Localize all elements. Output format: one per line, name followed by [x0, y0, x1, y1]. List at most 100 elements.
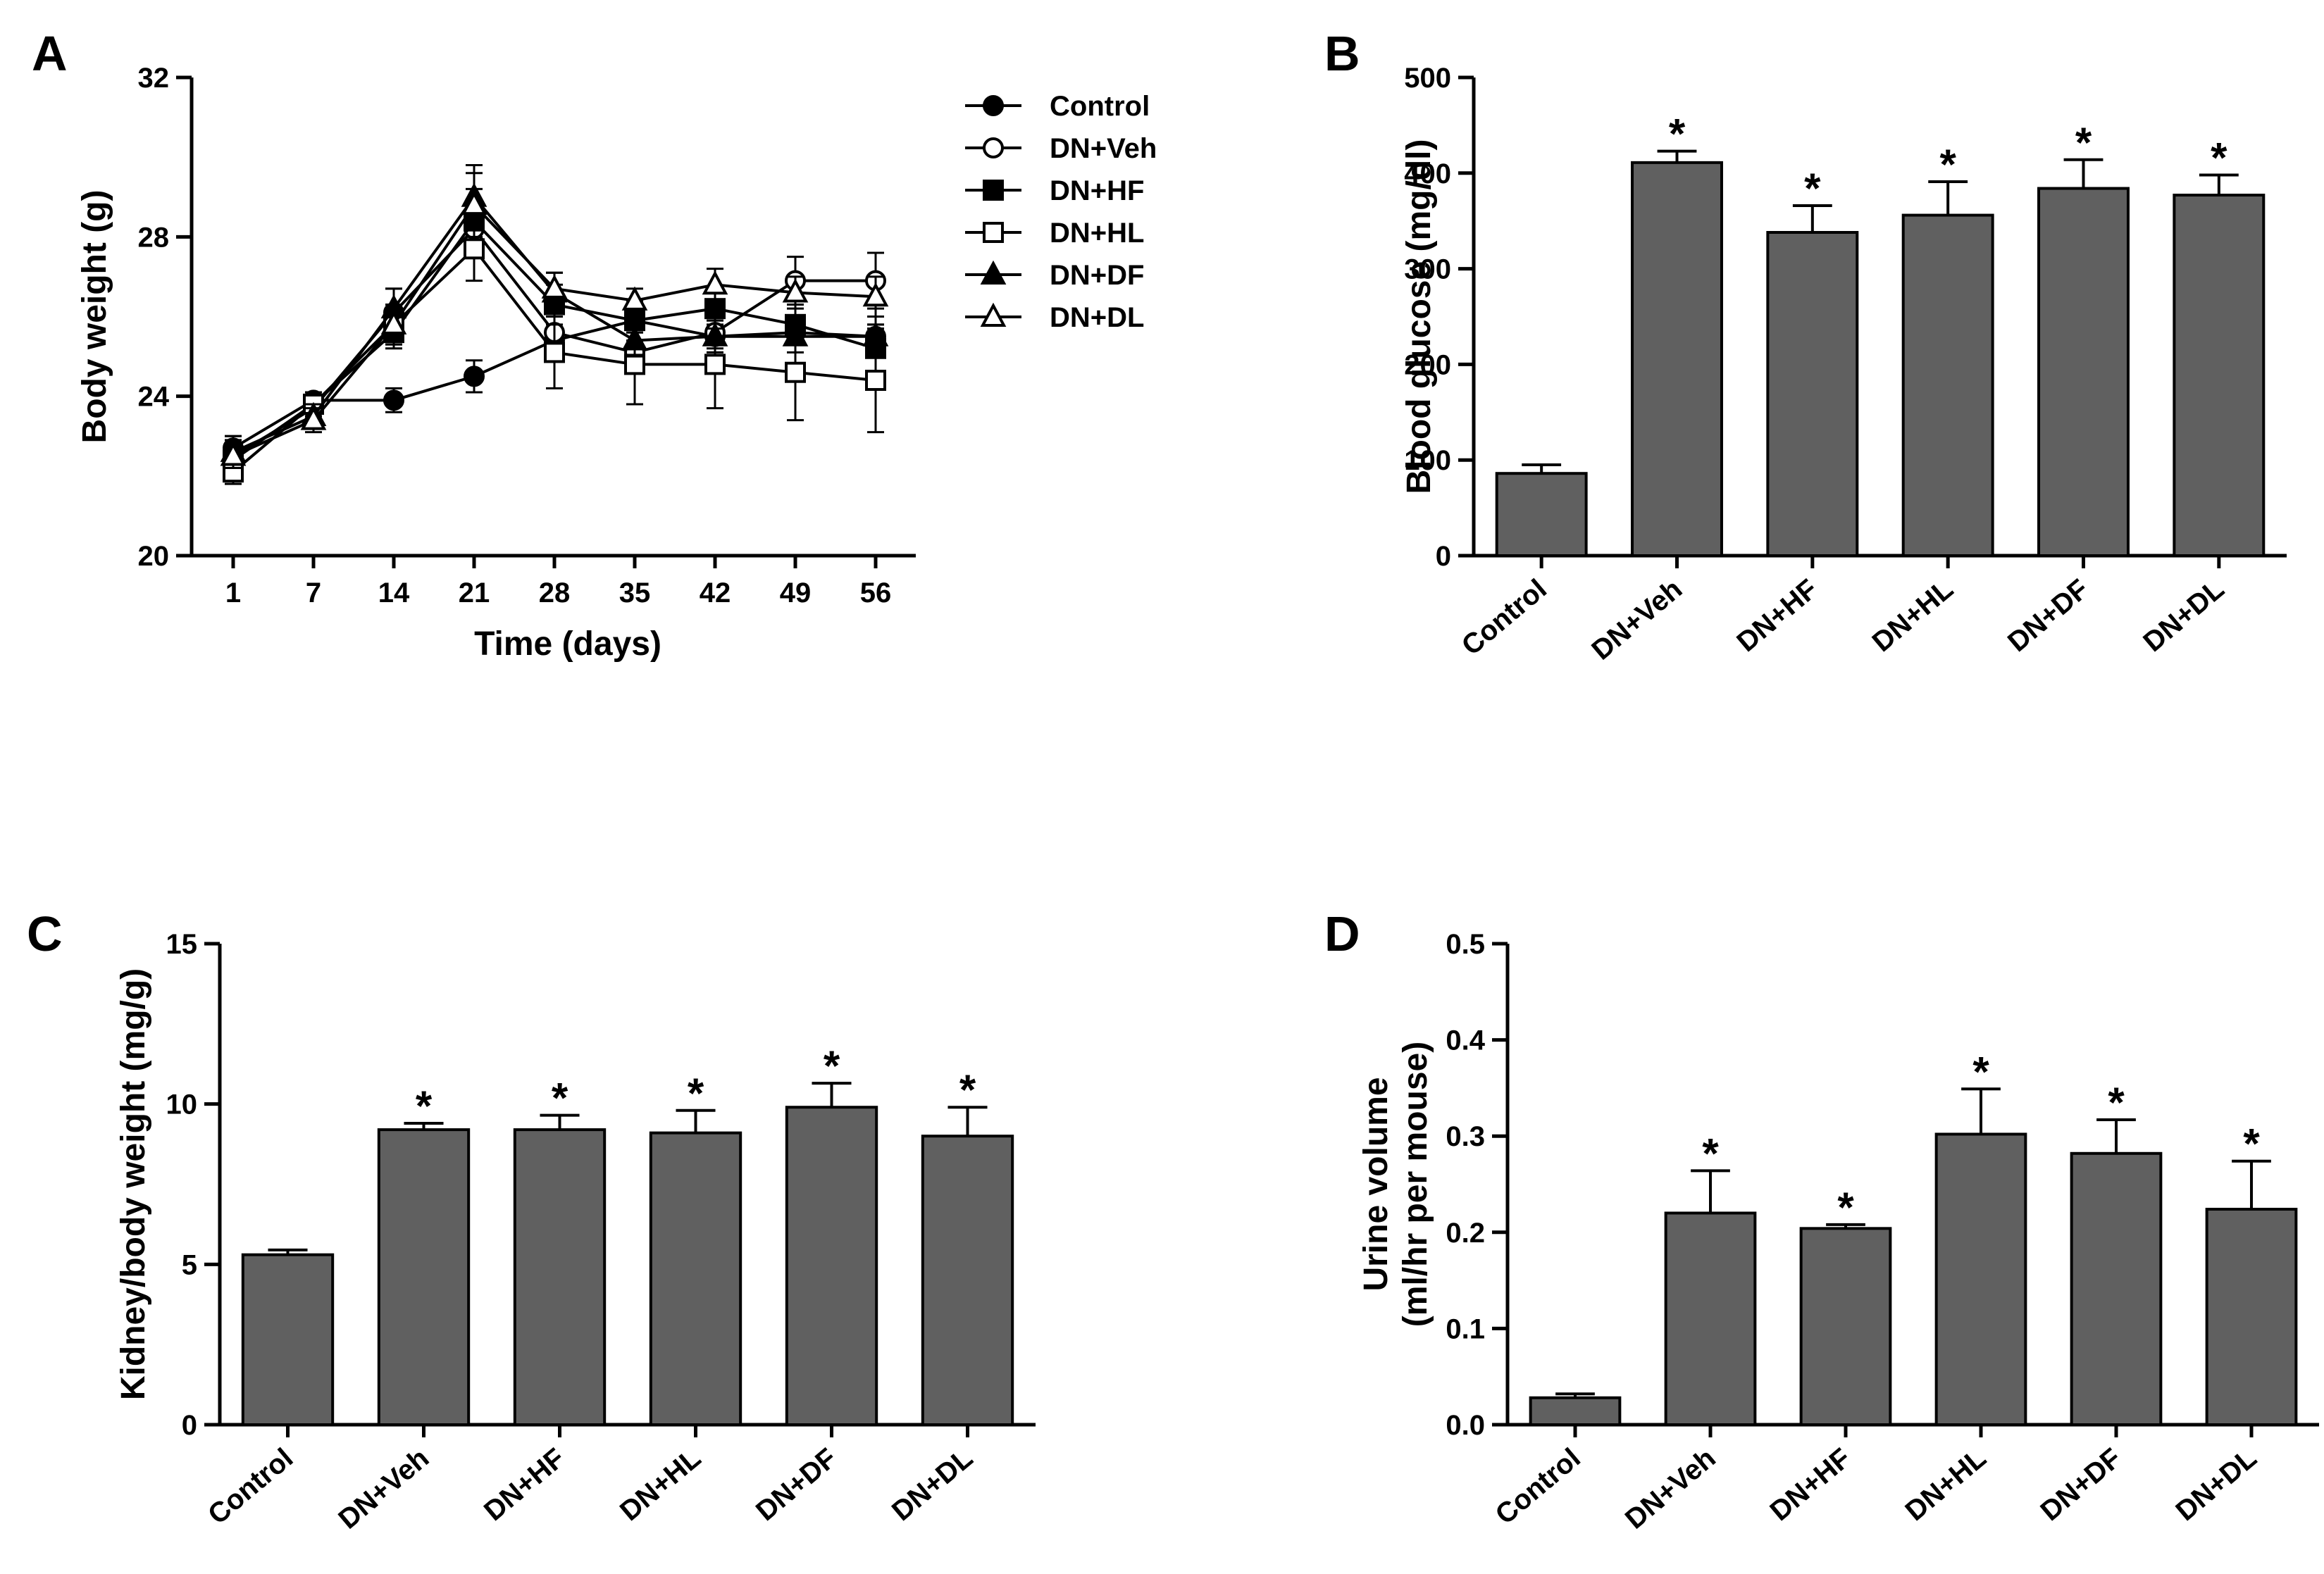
x-tick-label: Control [1490, 1442, 1586, 1530]
y-tick-label: 15 [166, 929, 198, 960]
y-axis-title: Urine volume [1357, 1077, 1395, 1291]
y-axis-title: Blood glucose (mg/dl) [1400, 139, 1438, 494]
x-tick-label: Control [202, 1442, 299, 1530]
x-tick-label: DN+HL [1900, 1442, 1992, 1527]
bar-control [1495, 472, 1588, 557]
data-point [544, 342, 565, 363]
x-tick-label: DN+Veh [1620, 1442, 1722, 1535]
bar-dn-hl [1901, 213, 1994, 557]
x-tick-label: DN+HL [1867, 573, 1959, 658]
x-tick-label: DN+DL [886, 1442, 978, 1527]
x-tick-label: 35 [619, 577, 651, 608]
data-point [300, 406, 327, 430]
bar-dn-veh [1664, 1211, 1757, 1426]
y-tick-label: 0.3 [1446, 1121, 1485, 1152]
data-point [464, 238, 485, 260]
x-tick-label: DN+Veh [1586, 573, 1688, 666]
y-tick-label: 100 [1404, 445, 1451, 476]
y-tick-label: 20 [138, 541, 170, 572]
data-point [461, 190, 487, 216]
y-tick-label: 0.5 [1446, 929, 1485, 960]
data-point [782, 322, 809, 346]
y-tick-label: 500 [1404, 63, 1451, 94]
data-point [702, 270, 728, 295]
panel-C: C 0 5 10 15 Control * DN+Veh * DN+HF * DN+HL * DN+DF *… [27, 906, 1036, 1535]
data-point [541, 274, 568, 299]
x-tick-label: 14 [378, 577, 410, 608]
data-point [702, 322, 728, 346]
series-dn-hl [223, 216, 886, 485]
bar-dn-df [785, 1106, 878, 1426]
x-tick-label: 28 [539, 577, 571, 608]
y-axis-title: Kidney/body weight (mg/g) [115, 968, 152, 1400]
significance-marker: * [2075, 119, 2092, 166]
significance-marker: * [1939, 141, 1956, 188]
data-point [782, 278, 809, 303]
y-tick-label: 0.0 [1446, 1410, 1485, 1441]
bar-dn-dl [921, 1135, 1014, 1426]
bar-dn-dl [2205, 1208, 2298, 1426]
data-point [865, 370, 886, 392]
data-point [785, 361, 806, 383]
y-tick-label: 400 [1404, 158, 1451, 189]
bar-dn-hf [1799, 1227, 1892, 1427]
y-tick-label: 300 [1404, 254, 1451, 285]
legend-marker [983, 95, 1004, 116]
data-point [464, 366, 485, 387]
significance-marker: * [1972, 1048, 1989, 1095]
x-tick-label: DN+HF [478, 1442, 571, 1527]
legend-label: DN+Veh [1050, 133, 1157, 164]
x-tick-label: DN+DF [2002, 573, 2094, 658]
bar-dn-dl [2173, 194, 2266, 557]
x-tick-label: 7 [306, 577, 321, 608]
x-axis-title: Time (days) [474, 625, 661, 663]
bar-dn-hl [1934, 1132, 2027, 1427]
legend-label: DN+HL [1050, 218, 1144, 249]
x-tick-label: DN+HL [614, 1442, 707, 1527]
legend-label: DN+DL [1050, 302, 1144, 333]
legend-marker [983, 137, 1004, 158]
y-tick-label: 0 [1436, 541, 1451, 572]
bar-dn-hf [513, 1128, 607, 1427]
bar-dn-df [2037, 187, 2130, 557]
bar-dn-df [2070, 1151, 2163, 1426]
y-tick-label: 0.2 [1446, 1218, 1485, 1249]
x-tick-label: Control [1456, 573, 1553, 661]
legend-label: DN+DF [1050, 260, 1144, 291]
y-axis-title: (ml/hr per mouse) [1397, 1042, 1434, 1327]
x-tick-label: DN+DF [2035, 1442, 2127, 1527]
y-tick-label: 200 [1404, 349, 1451, 380]
data-point [220, 442, 247, 466]
data-point [704, 298, 726, 320]
x-tick-label: DN+DL [2170, 1442, 2263, 1527]
panel-A: A 20 24 28 32 1 7 14 21 28 35 42 49 56 Time (days) Body… [32, 26, 1157, 663]
y-axis-title: Body weight (g) [76, 190, 113, 444]
x-tick-label: DN+HF [1731, 573, 1823, 658]
bar-control [1529, 1396, 1622, 1426]
panel-B: B 0 100 200 300 400 500 Control * DN+Veh * DN+HF * DN… [1324, 26, 2287, 666]
x-tick-label: DN+HF [1765, 1442, 1857, 1527]
y-tick-label: 0 [182, 1410, 197, 1441]
panel-letter: B [1324, 26, 1360, 81]
y-tick-label: 5 [182, 1249, 197, 1280]
legend-marker [980, 302, 1007, 327]
data-point [621, 326, 648, 351]
y-tick-label: 24 [138, 382, 170, 413]
data-point [704, 354, 726, 375]
significance-marker: * [1702, 1130, 1719, 1177]
bar-dn-hf [1766, 230, 1859, 557]
x-tick-label: 21 [459, 577, 490, 608]
panel-letter: D [1324, 906, 1360, 961]
series-dn-dl [220, 172, 889, 470]
x-tick-label: 56 [860, 577, 892, 608]
significance-marker: * [2243, 1120, 2260, 1168]
significance-marker: * [824, 1042, 840, 1089]
bar-dn-veh [1631, 161, 1723, 557]
significance-marker: * [2108, 1079, 2125, 1126]
x-tick-label: 49 [780, 577, 812, 608]
panel-D: D 0.0 0.1 0.2 0.3 0.4 0.5 Control * DN+Veh * DN+HF *… [1324, 906, 2319, 1535]
significance-marker: * [959, 1066, 976, 1113]
data-point [862, 322, 889, 346]
panel-letter: C [27, 906, 63, 961]
